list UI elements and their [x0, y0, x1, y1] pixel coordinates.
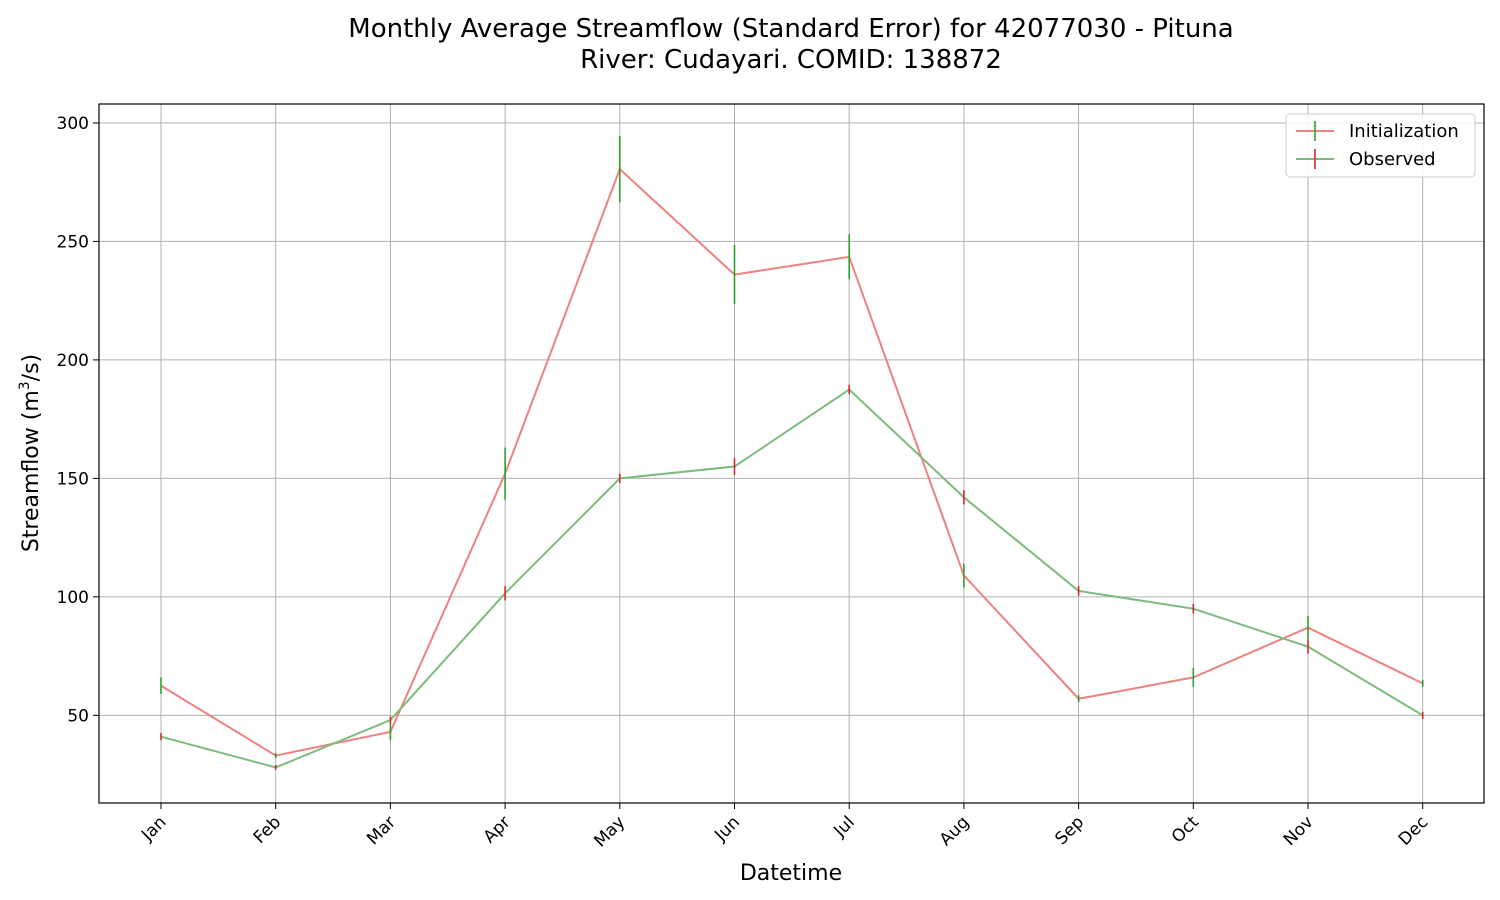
y-tick-label-200: 200	[57, 351, 89, 371]
x-axis-label: Datetime	[740, 861, 842, 886]
x-tick-label-mar: Mar	[363, 812, 400, 849]
legend-box	[1285, 113, 1476, 178]
y-tick-label-250: 250	[57, 232, 89, 252]
x-tick-label-nov: Nov	[1280, 812, 1318, 850]
x-tick-label-jul: Jul	[829, 812, 858, 841]
x-tick-label-feb: Feb	[250, 812, 285, 847]
y-tick-label-50: 50	[67, 706, 89, 726]
y-tick-label-100: 100	[57, 588, 89, 608]
legend-label-initialization: Initialization	[1349, 121, 1459, 142]
y-axis-label-sup: 3	[17, 381, 33, 390]
y-tick-label-300: 300	[57, 114, 89, 134]
chart-title-line2: River: Cudayari. COMID: 138872	[580, 45, 1002, 75]
error-bars	[160, 135, 1424, 770]
series-lines	[160, 167, 1424, 769]
plot-frame	[98, 103, 1485, 804]
x-tick-label-apr: Apr	[480, 812, 515, 847]
x-tick-label-aug: Aug	[936, 812, 974, 850]
x-tick-label-may: May	[590, 812, 629, 851]
legend: Initialization Observed	[1285, 113, 1476, 178]
y-tick-label-150: 150	[57, 469, 89, 489]
y-axis-label: Streamflow (m3/s)	[17, 354, 44, 552]
x-tick-label-dec: Dec	[1395, 812, 1432, 849]
y-axis-label-prefix: Streamflow (m	[19, 390, 44, 552]
y-axis-ticks: 50 100 150 200 250 300	[57, 114, 99, 726]
chart-title-line1: Monthly Average Streamflow (Standard Err…	[348, 14, 1233, 44]
x-tick-label-sep: Sep	[1051, 812, 1088, 849]
legend-label-observed: Observed	[1349, 149, 1436, 170]
x-tick-label-oct: Oct	[1168, 812, 1203, 847]
x-tick-label-jun: Jun	[710, 812, 744, 846]
series-line-observed	[160, 388, 1424, 769]
x-tick-label-jan: Jan	[137, 812, 170, 845]
series-line-initialization	[160, 167, 1424, 757]
x-axis-ticks: Jan Feb Mar Apr May Jun Jul Aug Sep Oct Nov Dec	[137, 803, 1432, 851]
grid	[99, 104, 1484, 803]
y-axis-label-suffix: /s)	[19, 354, 44, 381]
